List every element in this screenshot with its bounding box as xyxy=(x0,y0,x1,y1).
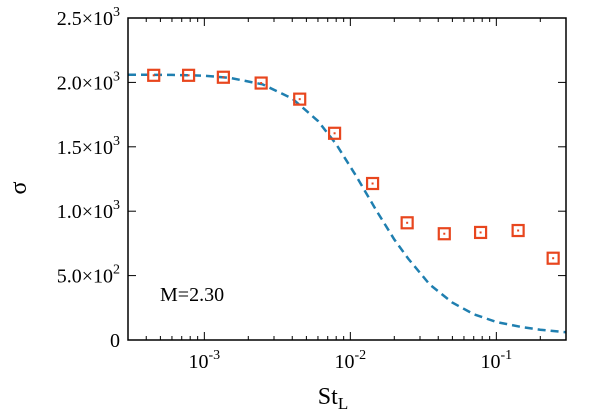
y-tick-label-mantissa: 5.0×10 xyxy=(57,266,113,288)
x-axis-title-main: St xyxy=(318,384,338,410)
y-tick-label: 0 xyxy=(110,330,120,352)
data-point-center xyxy=(371,182,374,185)
y-tick-label: 5.0×102 xyxy=(57,263,120,288)
x-tick-label: 10-2 xyxy=(335,348,367,373)
x-tick-label-exponent: -3 xyxy=(209,348,221,363)
data-point-center xyxy=(260,82,263,85)
y-tick-label: 2.0×103 xyxy=(57,69,120,94)
data-point-marker xyxy=(293,92,307,106)
y-tick-label-mantissa: 2.0×10 xyxy=(57,72,113,94)
y-tick-label-mantissa: 1.5×10 xyxy=(57,137,113,159)
x-tick-label: 10-3 xyxy=(189,348,221,373)
y-tick-label: 1.5×103 xyxy=(57,134,120,159)
data-point-marker xyxy=(365,176,380,191)
x-tick-labels: 10-3 10-2 10-1 xyxy=(189,348,513,373)
data-point-marker xyxy=(147,68,161,82)
x-tick-label-exponent: -1 xyxy=(501,348,513,363)
plot-frame xyxy=(127,17,567,341)
y-tick-label-mantissa: 2.5×10 xyxy=(57,8,113,30)
y-tick-label-exponent: 3 xyxy=(113,134,120,149)
data-point-center xyxy=(187,74,190,77)
data-point-marker xyxy=(437,227,451,241)
data-point-center xyxy=(479,231,482,234)
x-tick-label-base: 10 xyxy=(335,351,355,373)
data-point-marker xyxy=(473,225,488,240)
y-tick-label-exponent: 3 xyxy=(113,5,120,20)
y-tick-label-exponent: 2 xyxy=(113,263,120,278)
data-point-marker xyxy=(327,126,342,140)
y-tick-label: 1.0×103 xyxy=(57,198,120,223)
marker-layer xyxy=(147,68,560,265)
data-point-center xyxy=(298,98,301,101)
data-point-center xyxy=(552,257,555,260)
y-tick-label-exponent: 3 xyxy=(113,69,120,84)
data-point-center xyxy=(152,74,155,77)
x-tick-label-base: 10 xyxy=(189,351,209,373)
data-point-marker xyxy=(511,223,525,238)
data-point-center xyxy=(222,76,225,79)
y-axis-title: σ xyxy=(6,181,32,194)
y-tick-label-mantissa: 1.0×10 xyxy=(57,201,113,223)
data-point-center xyxy=(443,232,446,235)
x-tick-label-exponent: -2 xyxy=(355,348,367,363)
y-tick-label: 2.5×103 xyxy=(57,5,120,30)
data-point-marker xyxy=(254,76,268,90)
data-point-center xyxy=(333,132,336,135)
annotation-label: M=2.30 xyxy=(160,284,224,306)
data-point-marker xyxy=(216,70,230,84)
data-point-center xyxy=(406,221,409,224)
x-tick-label: 10-1 xyxy=(481,348,513,373)
x-axis-title-subscript: L xyxy=(338,394,348,413)
data-point-center xyxy=(517,229,520,232)
data-point-marker xyxy=(546,251,560,265)
y-tick-label-exponent: 3 xyxy=(113,198,120,213)
x-tick-label-base: 10 xyxy=(481,351,501,373)
x-axis-title: StL xyxy=(318,384,348,413)
data-point-marker xyxy=(181,68,196,82)
data-point-marker xyxy=(400,216,414,230)
